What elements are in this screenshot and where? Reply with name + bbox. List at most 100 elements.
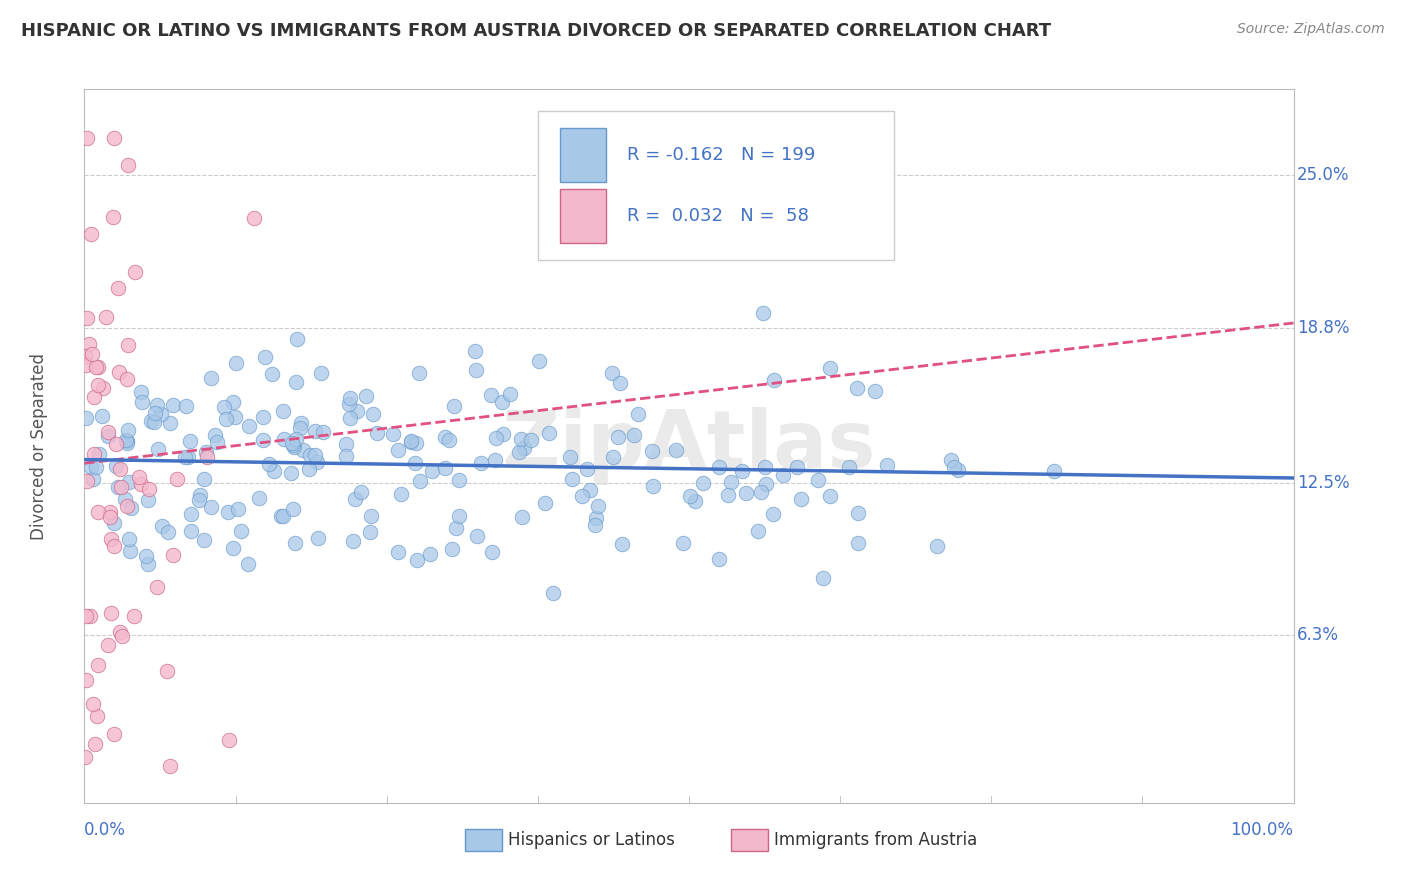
Point xyxy=(98,505,121,519)
Point xyxy=(346,403,368,417)
Point xyxy=(75,411,97,425)
Point xyxy=(534,496,557,510)
Point xyxy=(273,432,295,446)
Point xyxy=(97,425,120,440)
Point xyxy=(179,434,201,449)
Point xyxy=(117,338,139,352)
Text: 18.8%: 18.8% xyxy=(1298,318,1350,337)
Point xyxy=(399,434,422,448)
Point xyxy=(848,536,870,550)
Point xyxy=(83,737,105,751)
Point xyxy=(434,461,457,475)
Point xyxy=(786,460,808,475)
Point xyxy=(148,442,170,457)
Point xyxy=(283,440,305,454)
Point xyxy=(709,459,731,474)
Point xyxy=(80,227,103,241)
Point xyxy=(588,499,610,513)
Point xyxy=(177,450,200,465)
Point xyxy=(138,558,160,572)
Point xyxy=(263,464,285,478)
Point xyxy=(575,462,598,476)
Point xyxy=(389,487,412,501)
Point xyxy=(204,428,226,442)
Point xyxy=(103,539,125,553)
Point xyxy=(284,536,307,550)
Point xyxy=(520,433,543,447)
Point xyxy=(665,442,688,457)
Point xyxy=(361,407,384,421)
Text: R = -0.162   N = 199: R = -0.162 N = 199 xyxy=(627,146,815,164)
Text: Hispanics or Latinos: Hispanics or Latinos xyxy=(508,831,675,849)
Point xyxy=(678,489,700,503)
Point xyxy=(124,265,146,279)
Point xyxy=(194,445,217,459)
Point xyxy=(408,367,430,381)
Point xyxy=(103,516,125,531)
Point xyxy=(83,446,105,460)
Text: 100.0%: 100.0% xyxy=(1230,821,1294,838)
Point xyxy=(114,492,136,507)
Point xyxy=(437,433,460,447)
Point xyxy=(129,477,152,491)
Point xyxy=(254,350,277,364)
Point xyxy=(174,399,197,413)
Point xyxy=(108,624,131,639)
Point xyxy=(583,518,606,533)
Point xyxy=(98,510,121,524)
Text: 6.3%: 6.3% xyxy=(1298,626,1339,645)
Point xyxy=(772,468,794,483)
FancyBboxPatch shape xyxy=(560,189,606,243)
Point xyxy=(683,494,706,508)
Point xyxy=(86,708,108,723)
Point xyxy=(180,524,202,538)
Point xyxy=(717,488,740,502)
Point xyxy=(420,464,443,478)
Point xyxy=(218,732,240,747)
Point xyxy=(749,484,772,499)
Point xyxy=(720,475,742,489)
Point xyxy=(1043,464,1066,478)
Point xyxy=(405,436,427,450)
Point xyxy=(790,492,813,507)
Point xyxy=(105,458,128,473)
Point xyxy=(75,673,97,687)
Point xyxy=(222,541,245,555)
FancyBboxPatch shape xyxy=(465,830,502,851)
Point xyxy=(231,524,253,538)
Point xyxy=(193,471,215,485)
Point xyxy=(260,367,283,381)
Point xyxy=(813,571,835,585)
Point xyxy=(146,580,169,594)
Point xyxy=(120,501,142,516)
Point xyxy=(73,349,96,363)
Point xyxy=(752,306,775,320)
Point xyxy=(257,457,280,471)
Point xyxy=(252,409,274,424)
Point xyxy=(491,426,513,441)
Point xyxy=(465,529,488,543)
Point xyxy=(946,463,969,477)
Point xyxy=(146,398,169,412)
Point xyxy=(200,371,222,385)
Point xyxy=(359,524,381,539)
Point xyxy=(309,366,332,380)
Point xyxy=(285,332,308,346)
Point xyxy=(356,389,378,403)
Point xyxy=(481,545,503,559)
Point xyxy=(84,360,107,375)
Point xyxy=(298,461,321,475)
Point xyxy=(558,450,581,464)
Point xyxy=(103,726,125,740)
Point xyxy=(387,443,409,458)
Point xyxy=(77,337,100,351)
FancyBboxPatch shape xyxy=(731,830,768,851)
Point xyxy=(100,606,122,620)
Point xyxy=(846,506,869,520)
Text: ZipAtlas: ZipAtlas xyxy=(502,407,876,485)
Point xyxy=(307,531,329,545)
Point xyxy=(115,433,138,447)
Point xyxy=(247,491,270,506)
Point xyxy=(281,435,304,450)
Point xyxy=(382,427,405,442)
